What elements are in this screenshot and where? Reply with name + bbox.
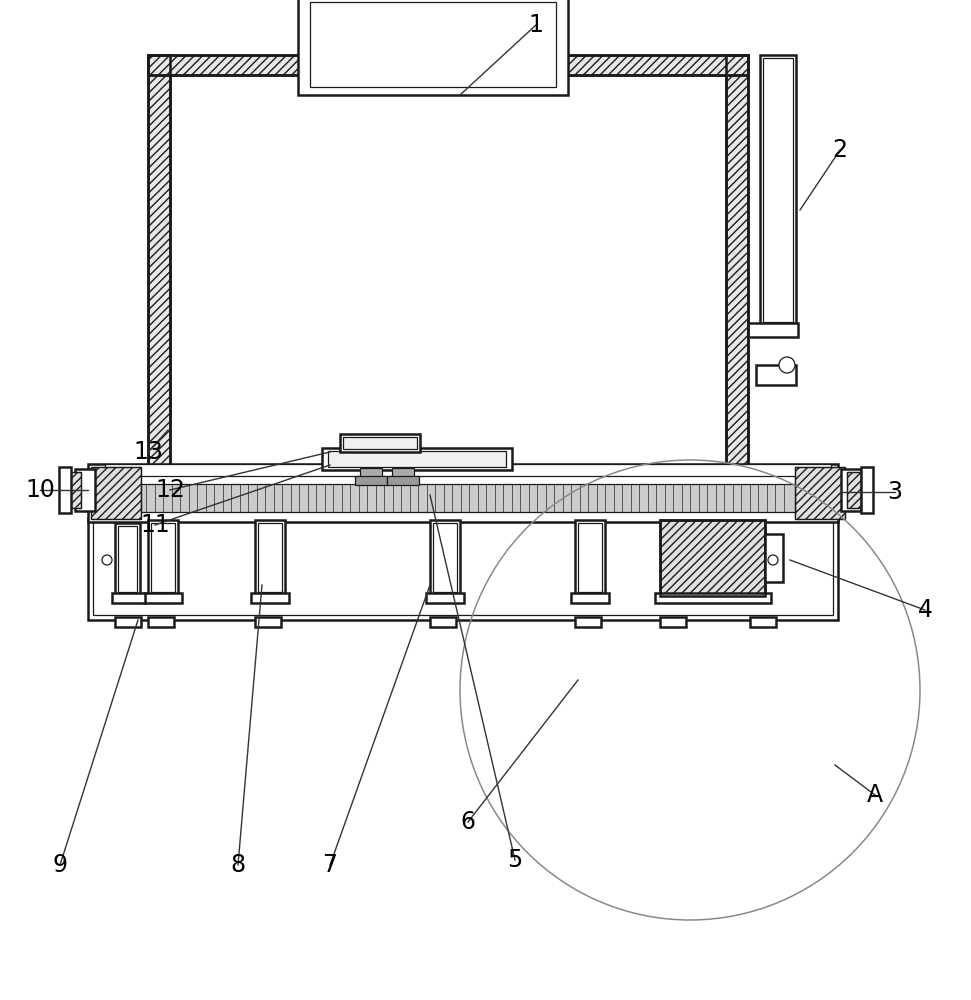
Bar	[355, 476, 387, 485]
Bar	[430, 617, 456, 627]
Bar	[148, 55, 170, 470]
Bar	[148, 55, 748, 75]
Bar	[148, 617, 174, 627]
Bar	[726, 55, 748, 470]
Bar	[91, 467, 141, 519]
Bar	[748, 323, 798, 337]
Bar	[430, 520, 460, 595]
Bar	[255, 617, 281, 627]
Bar	[115, 617, 141, 627]
Bar	[847, 472, 861, 508]
Bar	[571, 593, 609, 603]
Bar	[251, 593, 289, 603]
Bar	[298, 0, 568, 95]
Text: A: A	[867, 783, 883, 807]
Bar	[426, 593, 464, 603]
Text: 11: 11	[140, 513, 170, 537]
Text: 13: 13	[133, 440, 163, 464]
Bar	[75, 469, 95, 511]
Bar	[726, 55, 748, 470]
Bar	[148, 520, 178, 595]
Bar	[660, 520, 765, 596]
Bar	[67, 472, 81, 508]
Bar	[575, 617, 601, 627]
Text: 1: 1	[528, 13, 544, 37]
Bar	[861, 467, 873, 513]
Bar	[660, 617, 686, 627]
Bar	[170, 75, 726, 467]
Bar	[322, 448, 512, 470]
Bar	[760, 55, 796, 325]
Bar	[387, 476, 419, 485]
Text: 3: 3	[887, 480, 902, 504]
Bar	[118, 526, 137, 592]
Bar	[343, 437, 417, 449]
Bar	[841, 469, 861, 511]
Bar	[255, 520, 285, 595]
Bar	[660, 520, 765, 596]
Bar	[328, 451, 506, 467]
Circle shape	[768, 555, 778, 565]
Bar	[847, 472, 861, 508]
Text: 4: 4	[918, 598, 932, 622]
Bar	[655, 593, 771, 603]
Bar	[148, 55, 748, 75]
Text: 6: 6	[460, 810, 476, 834]
Bar	[756, 365, 796, 385]
Bar	[88, 518, 838, 620]
Bar	[392, 468, 414, 478]
Bar	[59, 467, 71, 513]
Bar	[67, 472, 81, 508]
Text: 8: 8	[230, 853, 246, 877]
Bar	[310, 2, 556, 87]
Bar	[433, 523, 457, 592]
Bar	[151, 523, 175, 592]
Bar	[340, 434, 420, 452]
Bar	[115, 523, 140, 595]
Bar	[141, 484, 795, 512]
Bar	[112, 593, 145, 603]
Bar	[763, 58, 793, 322]
Text: 2: 2	[832, 138, 848, 162]
Bar	[148, 55, 170, 470]
Bar	[575, 520, 605, 595]
Text: 10: 10	[25, 478, 55, 502]
Bar	[144, 593, 182, 603]
Text: 7: 7	[322, 853, 338, 877]
Bar	[93, 522, 833, 615]
Bar	[750, 617, 776, 627]
Bar	[765, 534, 783, 582]
Bar	[578, 523, 602, 592]
Text: 5: 5	[508, 848, 522, 872]
Bar	[88, 464, 838, 522]
Bar	[91, 467, 141, 519]
Bar	[105, 464, 831, 476]
Bar	[795, 467, 845, 519]
Circle shape	[102, 555, 112, 565]
Text: 9: 9	[52, 853, 68, 877]
Text: 12: 12	[155, 478, 184, 502]
Bar	[795, 467, 845, 519]
Bar	[258, 523, 282, 592]
Bar	[360, 468, 382, 478]
Circle shape	[779, 357, 795, 373]
